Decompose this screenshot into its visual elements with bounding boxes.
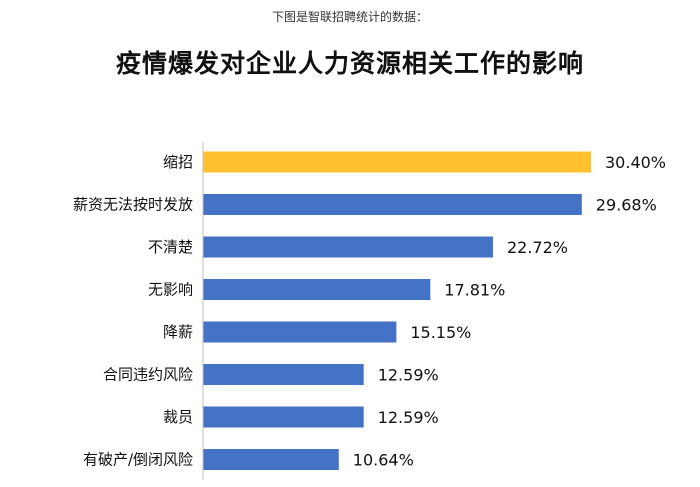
- value-label: 22.72%: [507, 238, 568, 257]
- bar-7: [203, 449, 339, 470]
- value-label: 15.15%: [410, 323, 471, 342]
- value-label: 17.81%: [444, 281, 505, 300]
- category-label: 不清楚: [148, 238, 193, 256]
- category-label: 薪资无法按时发放: [73, 196, 193, 214]
- value-label: 10.64%: [353, 451, 414, 470]
- chart-title: 疫情爆发对企业人力资源相关工作的影响: [115, 49, 584, 78]
- value-label: 29.68%: [596, 196, 657, 215]
- category-label: 裁员: [163, 408, 193, 426]
- category-label: 缩招: [163, 153, 193, 171]
- category-label: 降薪: [163, 323, 193, 341]
- bar-5: [203, 364, 364, 385]
- category-label: 合同违约风险: [103, 366, 193, 384]
- bar-3: [203, 279, 431, 300]
- plot-area: 缩招 30.40% 薪资无法按时发放 29.68% 不清楚 22.72% 无影响 17.81%…: [73, 141, 666, 480]
- bar-6: [203, 406, 364, 428]
- bar-1: [203, 194, 582, 215]
- value-label: 30.40%: [605, 153, 666, 172]
- bar-4: [203, 321, 397, 343]
- value-label: 12.59%: [378, 366, 439, 385]
- bar-0: [203, 151, 591, 173]
- category-label: 无影响: [148, 281, 193, 299]
- chart-subtitle: 下图是智联招聘统计的数据：: [271, 10, 428, 24]
- category-label: 有破产/倒闭风险: [83, 451, 193, 469]
- value-label: 12.59%: [378, 408, 439, 427]
- bar-2: [203, 236, 493, 258]
